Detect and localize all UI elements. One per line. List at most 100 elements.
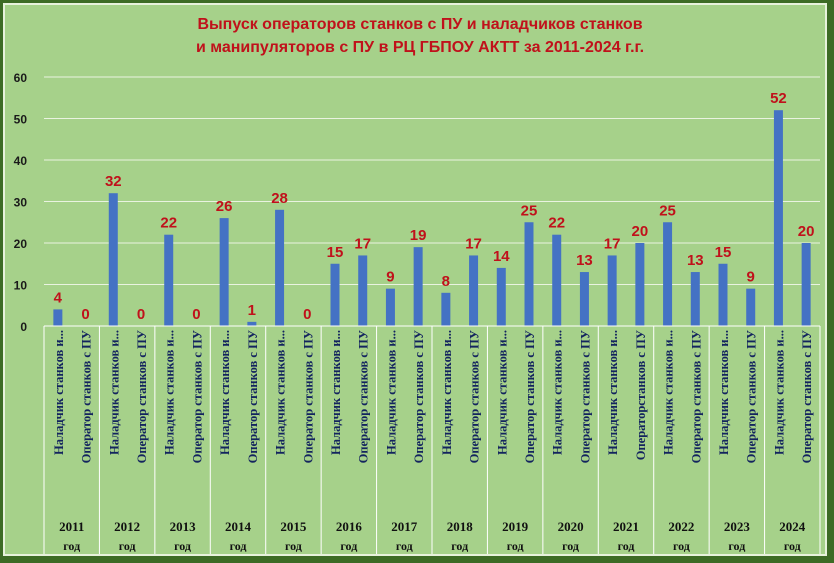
- group-unit-label: год: [63, 539, 80, 553]
- data-label: 0: [192, 306, 200, 323]
- group-year-label: 2019: [502, 519, 529, 534]
- bar: [746, 288, 756, 326]
- group-year-label: 2020: [558, 519, 584, 534]
- group-year-label: 2016: [336, 519, 363, 534]
- x-category-label: Оператор станков с ПУ: [135, 330, 149, 463]
- bar: [635, 243, 645, 326]
- y-tick-label: 40: [14, 154, 28, 168]
- y-tick-label: 0: [20, 320, 27, 334]
- data-label: 1: [248, 302, 256, 319]
- group-year-label: 2018: [447, 519, 474, 534]
- x-axis: Наладчик станков и... Оператор станков с …: [43, 325, 821, 554]
- x-category-label: Оператор станков с ПУ: [246, 330, 260, 463]
- data-label: 20: [798, 223, 815, 240]
- data-label: 9: [386, 269, 394, 286]
- data-label: 0: [137, 306, 145, 323]
- x-category-label: Наладчик станков и...: [107, 330, 121, 455]
- data-label: 4: [54, 289, 63, 306]
- bar: [53, 309, 63, 326]
- data-label: 25: [659, 202, 676, 219]
- data-label: 28: [271, 190, 288, 207]
- x-category-label: Наладчик станков и...: [495, 330, 509, 455]
- x-category-label: Наладчик станков и...: [551, 330, 565, 455]
- x-category-label: Оператор станков с ПУ: [800, 330, 814, 463]
- group-unit-label: год: [507, 539, 524, 553]
- data-label: 14: [493, 248, 510, 265]
- group-unit-label: год: [618, 539, 635, 553]
- x-category-label: Наладчик станков и...: [52, 330, 66, 455]
- data-label: 0: [303, 306, 311, 323]
- group-unit-label: год: [562, 539, 579, 553]
- y-tick-label: 30: [14, 196, 28, 210]
- data-label: 26: [216, 198, 233, 215]
- group-unit-label: год: [230, 539, 247, 553]
- y-axis: 0 10 20 30 40 50 60: [14, 71, 28, 334]
- group-unit-label: год: [728, 539, 745, 553]
- data-label: 15: [715, 244, 732, 261]
- data-label: 0: [81, 306, 89, 323]
- x-category-label: Оператор станков с ПУ: [523, 330, 537, 463]
- data-label: 17: [604, 235, 621, 252]
- x-category-label: Оператор станков с ПУ: [190, 330, 204, 463]
- bar: [358, 255, 368, 326]
- data-label: 19: [410, 227, 427, 244]
- y-tick-label: 50: [14, 113, 28, 127]
- bar: [496, 267, 506, 326]
- chart-title-line-1: Выпуск операторов станков с ПУ и наладчи…: [197, 16, 642, 33]
- x-category-label: Оператор станков с ПУ: [301, 330, 315, 463]
- bar: [663, 222, 673, 326]
- x-category-label: Оператор станков с ПУ: [745, 330, 759, 463]
- x-category-label: Наладчик станков и...: [772, 330, 786, 455]
- group-year-label: 2022: [668, 519, 694, 534]
- data-label: 20: [632, 223, 649, 240]
- bar-chart: Выпуск операторов станков с ПУ и наладчи…: [14, 16, 821, 554]
- data-labels: 4 0 32 0 22 0 26 1 28 0 15 17 9 19 8 17 14 25 22 13 17 20 25 13…: [54, 90, 815, 323]
- bar: [247, 321, 257, 326]
- bar: [275, 209, 285, 326]
- x-category-label: Оператор станков с ПУ: [578, 330, 592, 463]
- data-label: 17: [465, 235, 482, 252]
- group-unit-label: год: [340, 539, 357, 553]
- bar: [164, 234, 174, 326]
- x-category-label: Наладчик станков и...: [163, 330, 177, 455]
- bar: [330, 263, 340, 326]
- data-label: 22: [160, 215, 177, 232]
- data-label: 25: [521, 202, 538, 219]
- group-year-label: 2017: [391, 519, 418, 534]
- group-year-label: 2021: [613, 519, 639, 534]
- chart-title-line-2: и манипуляторов с ПУ в РЦ ГБПОУ АКТТ за …: [196, 39, 644, 56]
- group-unit-label: год: [673, 539, 690, 553]
- y-tick-label: 10: [14, 279, 28, 293]
- group-unit-label: год: [451, 539, 468, 553]
- chart-frame: Выпуск операторов станков с ПУ и наладчи…: [3, 3, 827, 556]
- bar: [385, 288, 395, 326]
- group-unit-label: год: [285, 539, 302, 553]
- x-category-label: Наладчик станков и...: [218, 330, 232, 455]
- y-tick-label: 60: [14, 71, 28, 85]
- group-year-label: 2015: [280, 519, 307, 534]
- x-category-label: Оператор станков с ПУ: [80, 330, 94, 463]
- group-year-label: 2023: [724, 519, 751, 534]
- x-category-label: Наладчик станков и...: [274, 330, 288, 455]
- group-unit-label: год: [174, 539, 191, 553]
- x-category-label: Оператор станков с ПУ: [468, 330, 482, 463]
- bar: [413, 247, 423, 326]
- x-category-label: Наладчик станков и...: [662, 330, 676, 455]
- bar: [607, 255, 617, 326]
- bar: [441, 292, 451, 326]
- data-label: 13: [576, 252, 593, 269]
- group-year-label: 2012: [114, 519, 140, 534]
- data-label: 9: [747, 269, 755, 286]
- x-category-label: Наладчик станков и...: [717, 330, 731, 455]
- bar: [469, 255, 479, 326]
- chart-title: Выпуск операторов станков с ПУ и наладчи…: [196, 16, 644, 56]
- bar: [579, 272, 589, 326]
- x-category-label: Операторстанков с ПУ: [634, 330, 648, 460]
- bar: [718, 263, 728, 326]
- x-category-label: Оператор станков с ПУ: [689, 330, 703, 463]
- bar: [219, 218, 229, 326]
- data-label: 8: [442, 273, 450, 290]
- bar: [108, 193, 118, 326]
- group-unit-label: год: [396, 539, 413, 553]
- x-category-label: Наладчик станков и...: [329, 330, 343, 455]
